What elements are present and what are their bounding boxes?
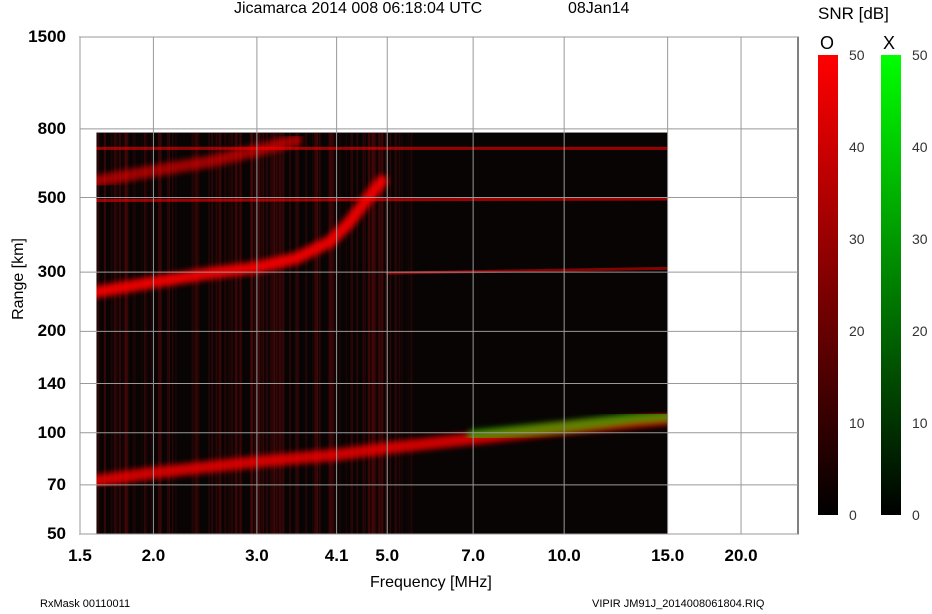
noise-streak: [98, 133, 100, 534]
colorbar-mode-label: O: [820, 33, 834, 54]
noise-streak: [381, 133, 383, 534]
noise-streak: [263, 133, 265, 534]
noise-streak: [259, 133, 261, 534]
noise-streak: [390, 133, 392, 534]
noise-streak: [312, 133, 314, 534]
noise-streak: [346, 133, 347, 534]
noise-streak: [350, 133, 353, 534]
colorbar-tick-label: 10: [912, 415, 928, 431]
colorbar-tick-label: 0: [912, 507, 920, 523]
colorbar-tick-label: 10: [849, 415, 865, 431]
noise-streak: [401, 133, 403, 534]
noise-streak: [251, 133, 253, 534]
noise-streak: [270, 133, 272, 534]
colorbar-tick-label: 40: [912, 139, 928, 155]
noise-streak: [276, 133, 278, 534]
noise-streak: [266, 133, 269, 534]
colorbar-mode-label: X: [883, 33, 895, 54]
colorbar-tick-label: 30: [912, 231, 928, 247]
noise-streak: [339, 133, 340, 534]
trace-interference-line-490: [96, 199, 667, 200]
noise-streak: [296, 133, 299, 534]
noise-streak: [211, 133, 212, 534]
noise-streak: [305, 133, 307, 534]
colorbar-o: [818, 55, 838, 515]
noise-streak: [399, 133, 400, 534]
noise-streak: [363, 133, 365, 534]
noise-streak: [329, 133, 331, 534]
colorbar-tick-label: 50: [849, 47, 865, 63]
noise-streak: [408, 133, 409, 534]
noise-streak: [231, 133, 233, 534]
colorbar-tick-label: 30: [849, 231, 865, 247]
noise-streak: [214, 133, 217, 534]
noise-streak: [235, 133, 238, 534]
noise-streak: [356, 133, 358, 534]
noise-streak: [208, 133, 209, 534]
noise-streak: [333, 133, 335, 534]
colorbar-tick-label: 20: [849, 323, 865, 339]
noise-streak: [224, 133, 227, 534]
noise-streak: [394, 133, 397, 534]
ionogram-plot: [0, 0, 932, 614]
noise-streak: [219, 133, 222, 534]
noise-streak: [279, 133, 282, 534]
noise-streak: [316, 133, 318, 534]
noise-streak: [410, 133, 413, 534]
noise-streak: [240, 133, 242, 534]
noise-streak: [289, 133, 290, 534]
noise-streak: [274, 133, 275, 534]
colorbar-tick-label: 40: [849, 139, 865, 155]
noise-streak: [319, 133, 321, 534]
colorbar-tick-label: 20: [912, 323, 928, 339]
colorbar-tick-label: 0: [849, 507, 857, 523]
noise-streak: [228, 133, 231, 534]
noise-streak: [282, 133, 284, 534]
colorbar-tick-label: 50: [912, 47, 928, 63]
colorbar-x: [881, 55, 901, 515]
